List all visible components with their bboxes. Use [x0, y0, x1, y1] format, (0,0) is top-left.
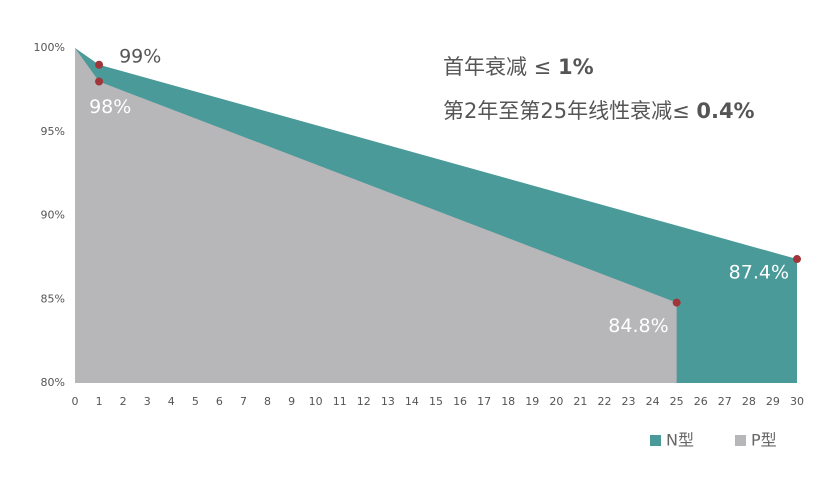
x-tick-label: 10	[309, 395, 323, 408]
legend-swatch	[650, 435, 661, 446]
x-tick-label: 1	[96, 395, 103, 408]
x-tick-label: 17	[477, 395, 491, 408]
plot	[75, 48, 797, 383]
y-tick-label: 100%	[34, 41, 65, 54]
x-tick-label: 27	[718, 395, 732, 408]
y-tick-label: 80%	[41, 376, 65, 389]
data-label: 84.8%	[608, 315, 668, 337]
data-label: 99%	[119, 45, 161, 67]
x-tick-label: 20	[549, 395, 563, 408]
annotation-value: 1%	[558, 55, 594, 79]
x-tick-label: 7	[240, 395, 247, 408]
marker	[793, 255, 801, 264]
annotation: 第2年至第25年线性衰减≤ 0.4%	[443, 99, 755, 123]
x-tick-label: 5	[192, 395, 199, 408]
data-label: 87.4%	[729, 262, 789, 284]
x-tick-label: 25	[670, 395, 684, 408]
marker	[95, 77, 104, 86]
x-tick-label: 16	[453, 395, 467, 408]
x-tick-label: 18	[501, 395, 515, 408]
legend-label: N型	[666, 431, 694, 450]
y-tick-label: 90%	[41, 209, 65, 222]
x-tick-label: 2	[120, 395, 127, 408]
legend-swatch	[735, 435, 746, 446]
x-tick-label: 19	[525, 395, 539, 408]
x-tick-label: 9	[288, 395, 295, 408]
x-tick-label: 13	[381, 395, 395, 408]
x-tick-label: 22	[597, 395, 611, 408]
annotation-value: 0.4%	[696, 99, 754, 123]
annotation: 首年衰减 ≤ 1%	[443, 55, 594, 79]
data-label: 98%	[89, 96, 131, 118]
y-tick-label: 95%	[41, 125, 65, 138]
x-tick-label: 8	[264, 395, 271, 408]
x-tick-label: 28	[742, 395, 756, 408]
x-tick-label: 3	[144, 395, 151, 408]
x-tick-label: 4	[168, 395, 175, 408]
annotation-text: 第2年至第25年线性衰减≤	[443, 99, 696, 123]
area	[75, 48, 677, 383]
x-tick-label: 11	[333, 395, 347, 408]
x-tick-label: 29	[766, 395, 780, 408]
x-tick-label: 12	[357, 395, 371, 408]
y-tick-label: 85%	[41, 292, 65, 305]
x-tick-label: 30	[790, 395, 804, 408]
x-tick-label: 15	[429, 395, 443, 408]
x-tick-label: 0	[72, 395, 79, 408]
legend-label: P型	[751, 431, 777, 450]
x-tick-label: 6	[216, 395, 223, 408]
annotation-text: 首年衰减 ≤	[443, 55, 558, 79]
x-tick-label: 14	[405, 395, 419, 408]
marker	[672, 298, 681, 307]
x-tick-label: 23	[622, 395, 636, 408]
marker	[95, 60, 104, 69]
x-tick-label: 24	[646, 395, 660, 408]
x-tick-label: 21	[573, 395, 587, 408]
x-tick-label: 26	[694, 395, 708, 408]
